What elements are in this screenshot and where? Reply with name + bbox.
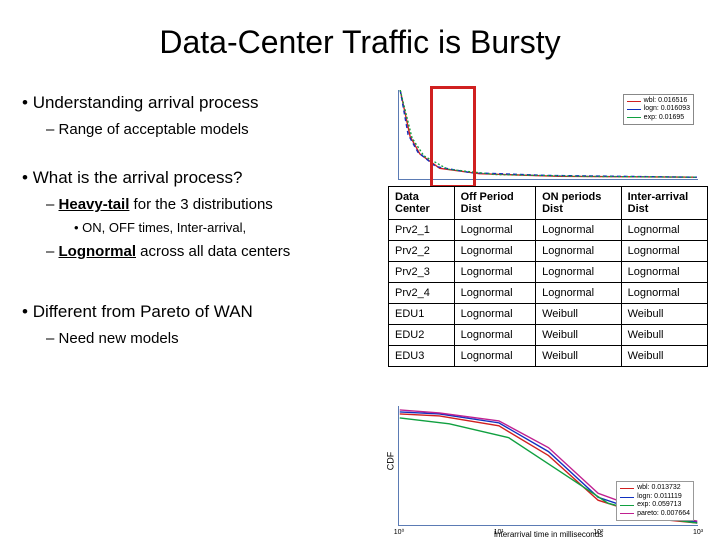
table-cell: Lognormal — [536, 283, 622, 304]
bullet-1: Understanding arrival process — [18, 91, 378, 115]
chart-bottom-xlabel: Interarrival time in milliseconds — [494, 530, 603, 539]
table-cell: Lognormal — [621, 241, 707, 262]
table-cell: Lognormal — [454, 325, 536, 346]
bullet-2: What is the arrival process? — [18, 166, 378, 190]
table-cell: Weibull — [621, 304, 707, 325]
table-cell: Weibull — [621, 346, 707, 367]
table-row: EDU2LognormalWeibullWeibull — [389, 325, 708, 346]
table-cell: Prv2_4 — [389, 283, 455, 304]
chart-xtick: 10³ — [693, 529, 703, 536]
table-cell: Lognormal — [454, 241, 536, 262]
chart-xtick: 10² — [593, 529, 603, 536]
table-cell: Weibull — [536, 325, 622, 346]
table-header-cell: Inter-arrival Dist — [621, 187, 707, 220]
table-cell: Lognormal — [621, 262, 707, 283]
table-cell: Lognormal — [454, 220, 536, 241]
chart-bottom-legend: wbl: 0.013732logn: 0.011119exp: 0.059713… — [616, 481, 694, 521]
table-cell: Prv2_1 — [389, 220, 455, 241]
bullet-3a: Need new models — [42, 328, 378, 349]
table-row: Prv2_4LognormalLognormalLognormal — [389, 283, 708, 304]
table-cell: Lognormal — [536, 220, 622, 241]
table-cell: Prv2_2 — [389, 241, 455, 262]
table-cell: Lognormal — [536, 241, 622, 262]
table-cell: EDU3 — [389, 346, 455, 367]
table-cell: Weibull — [536, 346, 622, 367]
legend-item: wbl: 0.013732 — [620, 484, 690, 492]
chart-top-legend: wbl: 0.016516logn: 0.016093exp: 0.01695 — [623, 94, 694, 125]
table-header-cell: Data Center — [389, 187, 455, 220]
chart-bottom-ylabel: CDF — [385, 451, 395, 470]
bullet-2b-emph: Lognormal — [59, 243, 137, 260]
table-row: Prv2_1LognormalLognormalLognormal — [389, 220, 708, 241]
table-header-cell: ON periods Dist — [536, 187, 622, 220]
table-cell: Lognormal — [621, 220, 707, 241]
bullet-2a1: ON, OFF times, Inter-arrival, — [70, 219, 378, 237]
bullet-2b-rest: across all data centers — [136, 243, 290, 260]
table-cell: EDU1 — [389, 304, 455, 325]
table-row: Prv2_2LognormalLognormalLognormal — [389, 241, 708, 262]
table-cell: Lognormal — [454, 346, 536, 367]
dist-table: Data CenterOff Period DistON periods Dis… — [388, 186, 708, 367]
table-cell: EDU2 — [389, 325, 455, 346]
table-cell: Lognormal — [536, 262, 622, 283]
table-cell: Weibull — [621, 325, 707, 346]
chart-top: wbl: 0.016516logn: 0.016093exp: 0.01695 … — [398, 90, 698, 180]
table-cell: Lognormal — [454, 304, 536, 325]
bullet-2a-rest: for the 3 distributions — [129, 196, 272, 213]
dist-table-wrap: Data CenterOff Period DistON periods Dis… — [388, 186, 708, 367]
bullet-2a: Heavy-tail for the 3 distributions — [42, 194, 378, 215]
table-cell: Lognormal — [621, 283, 707, 304]
table-cell: Prv2_3 — [389, 262, 455, 283]
legend-item: exp: 0.01695 — [627, 114, 690, 122]
legend-item: logn: 0.016093 — [627, 105, 690, 113]
legend-item: pareto: 0.007664 — [620, 510, 690, 518]
bullet-1a: Range of acceptable models — [42, 119, 378, 140]
table-header-cell: Off Period Dist — [454, 187, 536, 220]
bullet-column: Understanding arrival process Range of a… — [18, 81, 378, 353]
table-row: Prv2_3LognormalLognormalLognormal — [389, 262, 708, 283]
chart-xtick: 10⁰ — [394, 528, 405, 536]
legend-item: wbl: 0.016516 — [627, 97, 690, 105]
table-cell: Lognormal — [454, 283, 536, 304]
table-row: EDU1LognormalWeibullWeibull — [389, 304, 708, 325]
chart-xtick: 10¹ — [494, 529, 504, 536]
table-cell: Lognormal — [454, 262, 536, 283]
bullet-3: Different from Pareto of WAN — [18, 300, 378, 324]
bullet-2b: Lognormal across all data centers — [42, 241, 378, 262]
chart-bottom: CDF Interarrival time in milliseconds wb… — [398, 406, 698, 526]
table-row: EDU3LognormalWeibullWeibull — [389, 346, 708, 367]
legend-item: exp: 0.059713 — [620, 501, 690, 509]
bullet-2a-emph: Heavy-tail — [59, 196, 130, 213]
slide-title: Data-Center Traffic is Bursty — [0, 0, 720, 81]
table-cell: Weibull — [536, 304, 622, 325]
legend-item: logn: 0.011119 — [620, 493, 690, 501]
